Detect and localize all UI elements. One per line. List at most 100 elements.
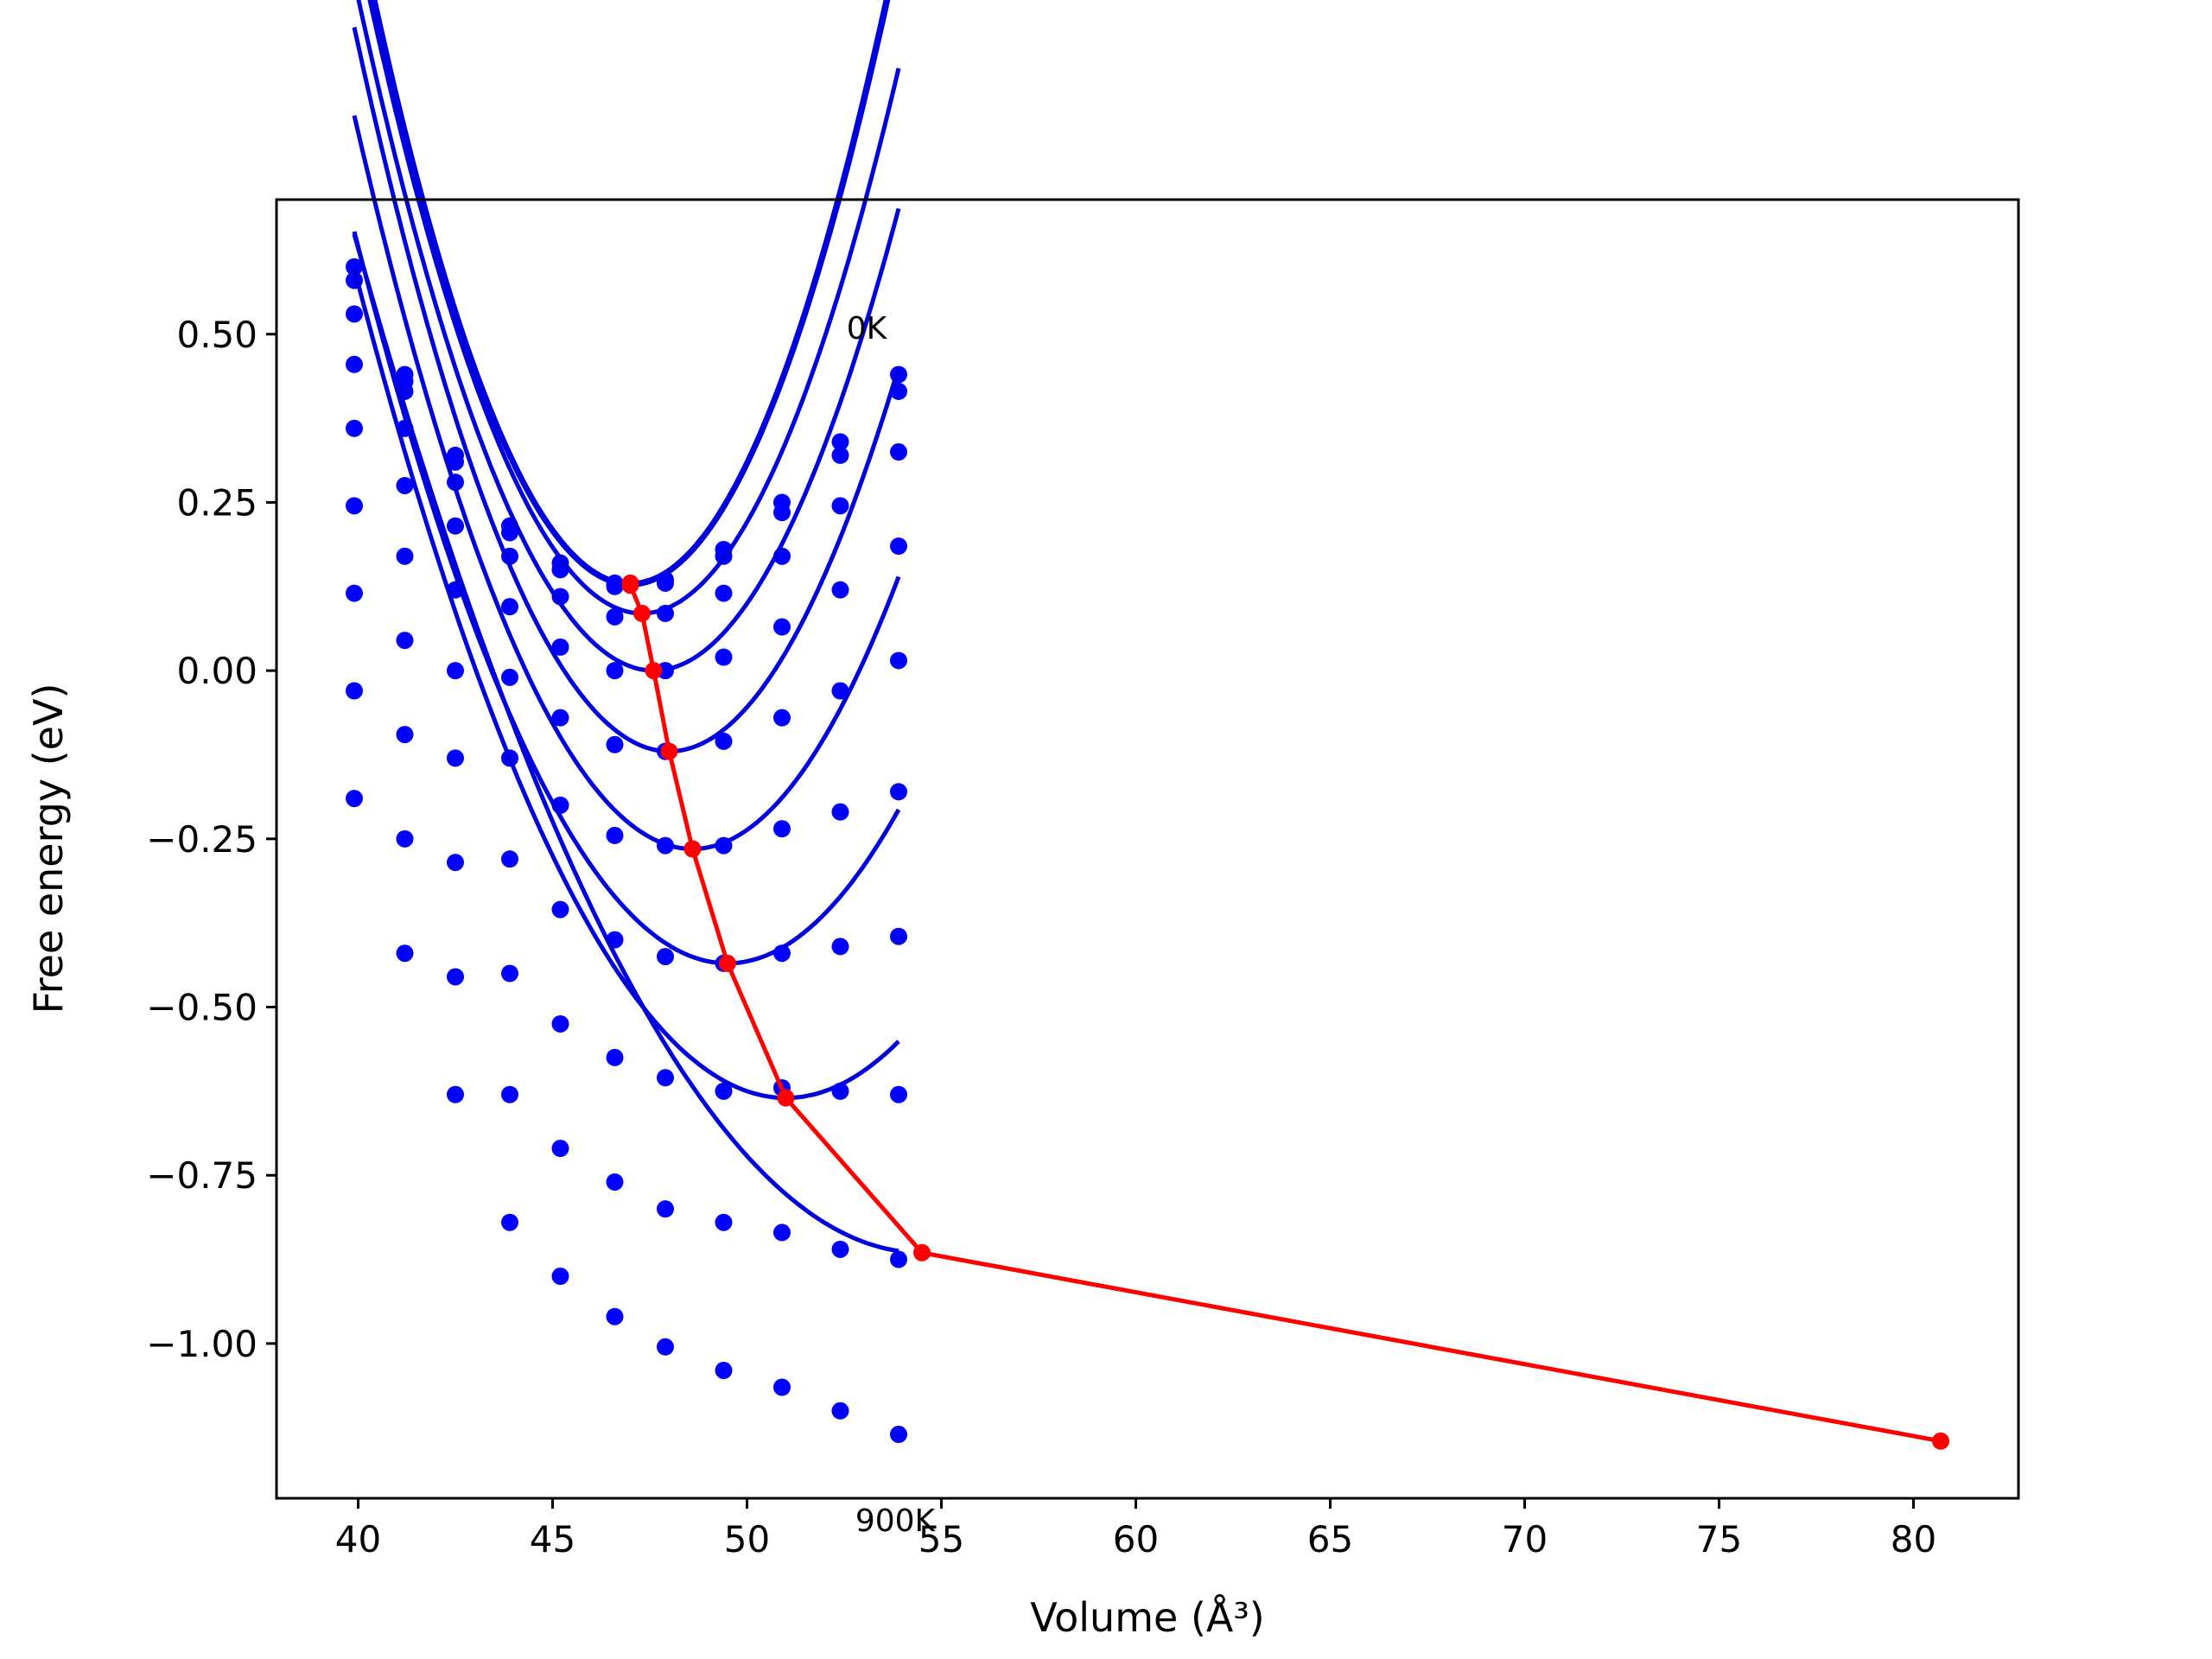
data-point-200k-10 xyxy=(890,443,907,461)
minimum-point-7 xyxy=(777,1089,795,1107)
data-point-100k-3 xyxy=(501,524,518,542)
data-point-900k-2 xyxy=(447,1085,464,1103)
fit-curve-600k xyxy=(352,231,901,966)
data-point-700k-5 xyxy=(606,1048,624,1066)
data-point-100k-8 xyxy=(773,504,791,522)
minimum-point-9 xyxy=(1932,1432,1949,1450)
data-point-600k-1 xyxy=(396,632,414,650)
minimum-point-5 xyxy=(683,840,702,858)
x-axis-title: Volume (Å³) xyxy=(1030,1594,1265,1641)
data-point-500k-8 xyxy=(773,820,791,838)
minimum-point-3 xyxy=(645,662,663,680)
data-point-900k-5 xyxy=(606,1307,624,1325)
y-tick-label-5: −0.75 xyxy=(146,1154,257,1197)
data-point-700k-1 xyxy=(396,726,414,744)
data-point-200k-9 xyxy=(831,497,849,515)
data-point-300k-7 xyxy=(715,648,733,666)
minimum-point-2 xyxy=(633,604,651,622)
minimum-point-8 xyxy=(913,1243,931,1262)
x-tick-label-50: 50 xyxy=(724,1518,770,1560)
data-point-700k-6 xyxy=(657,1069,674,1087)
data-point-600k-0 xyxy=(346,584,363,602)
data-point-300k-0 xyxy=(346,355,363,373)
minimum-point-4 xyxy=(660,742,678,760)
data-point-300k-8 xyxy=(773,618,791,636)
annotation-900k: 900K xyxy=(855,1503,937,1539)
data-point-600k-2 xyxy=(447,749,464,767)
x-tick-label-70: 70 xyxy=(1502,1518,1548,1560)
data-point-300k-9 xyxy=(831,581,849,599)
y-tick-label-2: 0.00 xyxy=(176,650,257,692)
x-tick-label-80: 80 xyxy=(1891,1518,1936,1560)
data-point-600k-4 xyxy=(551,900,569,918)
data-point-300k-3 xyxy=(501,598,518,616)
data-point-100k-2 xyxy=(447,453,464,471)
fit-curve-400k xyxy=(352,27,901,753)
x-tick-label-75: 75 xyxy=(1696,1518,1742,1560)
data-point-700k-2 xyxy=(447,854,464,872)
data-point-900k-3 xyxy=(501,1213,518,1231)
data-point-800k-3 xyxy=(501,1085,518,1103)
data-point-700k-9 xyxy=(831,1082,849,1100)
data-point-900k-6 xyxy=(657,1338,674,1356)
data-point-600k-10 xyxy=(890,927,907,945)
data-point-400k-8 xyxy=(773,709,791,727)
data-point-900k-8 xyxy=(773,1378,791,1396)
data-point-800k-10 xyxy=(890,1250,907,1268)
data-point-800k-9 xyxy=(831,1240,849,1258)
y-tick-label-4: −0.50 xyxy=(146,987,257,1029)
fit-curve-800k xyxy=(352,233,899,1254)
x-tick-label-65: 65 xyxy=(1307,1518,1353,1560)
annotation-0k: 0K xyxy=(847,311,888,346)
data-point-500k-0 xyxy=(346,497,363,515)
data-point-900k-7 xyxy=(715,1362,733,1380)
data-point-200k-7 xyxy=(715,584,733,602)
data-point-500k-5 xyxy=(606,826,624,844)
fit-curve-300k xyxy=(356,0,901,673)
data-point-500k-9 xyxy=(831,803,849,821)
data-point-900k-4 xyxy=(551,1268,569,1286)
minimum-point-1 xyxy=(621,576,639,594)
data-point-400k-3 xyxy=(501,668,518,686)
data-point-900k-1 xyxy=(396,944,414,963)
data-point-300k-4 xyxy=(551,638,569,656)
data-point-400k-10 xyxy=(890,652,907,670)
data-point-500k-2 xyxy=(447,662,464,680)
minimum-point-6 xyxy=(719,954,736,972)
data-point-800k-2 xyxy=(447,968,464,986)
data-point-700k-10 xyxy=(890,1085,907,1103)
fit-curve-700k xyxy=(352,268,900,1101)
data-point-0k-0 xyxy=(346,257,363,276)
data-point-800k-4 xyxy=(551,1140,569,1158)
data-point-800k-8 xyxy=(773,1224,791,1242)
data-point-600k-6 xyxy=(657,948,674,966)
data-point-300k-2 xyxy=(447,517,464,535)
data-point-200k-0 xyxy=(346,305,363,323)
y-tick-label-3: −0.25 xyxy=(146,818,257,861)
data-point-400k-5 xyxy=(606,735,624,753)
plot-frame xyxy=(275,198,2020,1500)
data-point-500k-6 xyxy=(657,836,674,855)
data-point-800k-5 xyxy=(606,1173,624,1191)
data-point-500k-10 xyxy=(890,783,907,801)
data-point-800k-0 xyxy=(346,790,363,808)
data-point-200k-6 xyxy=(657,604,674,622)
data-point-300k-5 xyxy=(606,662,624,680)
data-point-600k-8 xyxy=(773,944,791,963)
data-point-800k-7 xyxy=(715,1213,733,1231)
data-point-700k-0 xyxy=(346,682,363,700)
data-point-700k-3 xyxy=(501,964,518,982)
fit-curve-200k xyxy=(367,0,901,616)
data-point-700k-4 xyxy=(551,1014,569,1033)
minimum-curve xyxy=(628,582,1942,1444)
data-point-400k-9 xyxy=(831,682,849,700)
y-tick-label-1: 0.25 xyxy=(176,481,257,524)
y-axis-title: Free energy (eV) xyxy=(25,683,72,1014)
data-point-100k-9 xyxy=(831,446,849,464)
data-point-400k-0 xyxy=(346,419,363,437)
y-tick-label-6: −1.00 xyxy=(146,1323,257,1365)
data-point-600k-9 xyxy=(831,938,849,956)
axes: 40 45 50 55 60 65 70 75 80 0.50 0.25 0.00 −0.25 −0.50… xyxy=(146,314,1936,1560)
x-tick-label-55: 55 xyxy=(918,1518,964,1560)
